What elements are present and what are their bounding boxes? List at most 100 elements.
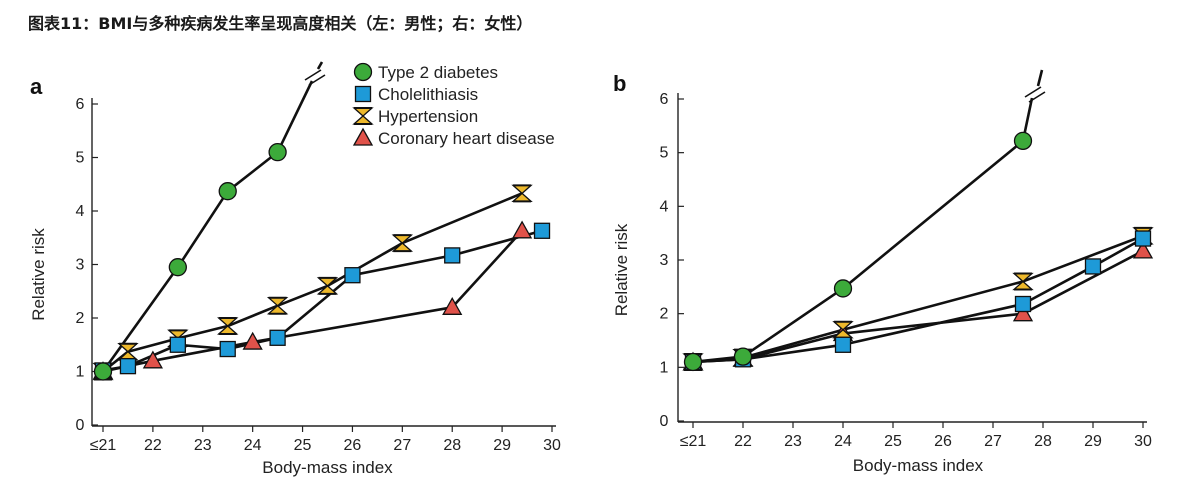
x-tick-label: 25 bbox=[884, 433, 902, 450]
axis-break-mark bbox=[1028, 91, 1046, 103]
data-point bbox=[1132, 240, 1154, 259]
diabetes-extension-top bbox=[1036, 69, 1044, 87]
legend-entry: Type 2 diabetes bbox=[378, 63, 498, 82]
x-tick-label: 24 bbox=[244, 437, 262, 454]
data-point bbox=[834, 336, 852, 353]
data-point bbox=[683, 352, 703, 372]
axis-break-mark bbox=[304, 69, 322, 81]
x-tick-label: 26 bbox=[344, 437, 362, 454]
series-markers-square bbox=[94, 222, 551, 379]
x-tick-label: 27 bbox=[393, 437, 411, 454]
diabetes-extension-top bbox=[316, 61, 324, 70]
data-point bbox=[833, 279, 853, 298]
y-tick-label: 5 bbox=[660, 145, 669, 162]
x-tick-label: 27 bbox=[984, 433, 1002, 450]
data-point bbox=[511, 220, 533, 239]
legend-marker-circle bbox=[353, 62, 373, 82]
series-line-circle bbox=[692, 139, 1024, 364]
data-point bbox=[1084, 258, 1102, 275]
x-tick-label: ≤21 bbox=[680, 433, 707, 450]
x-tick-label: 24 bbox=[834, 433, 852, 450]
diabetes-extension bbox=[276, 80, 314, 153]
series-line-hourglass bbox=[692, 234, 1144, 364]
axis-break-mark bbox=[308, 74, 326, 86]
series-markers-circle bbox=[683, 131, 1033, 372]
series-line-square bbox=[102, 229, 543, 372]
y-tick-label: 4 bbox=[76, 203, 85, 220]
x-tick-label: 28 bbox=[443, 437, 461, 454]
x-tick-label: 30 bbox=[543, 437, 561, 454]
data-point bbox=[242, 331, 263, 350]
x-tick-label: 28 bbox=[1034, 433, 1052, 450]
panel-letter: b bbox=[613, 71, 626, 96]
series-markers-triangle bbox=[92, 220, 533, 380]
data-point bbox=[442, 296, 463, 315]
data-point bbox=[269, 329, 286, 346]
x-tick-label: 25 bbox=[294, 437, 312, 454]
series-line-hourglass bbox=[102, 192, 523, 373]
panel-letter: a bbox=[30, 74, 43, 99]
legend-entry: Cholelithiasis bbox=[378, 85, 478, 104]
data-point bbox=[1014, 295, 1032, 313]
data-point bbox=[142, 350, 164, 369]
axis-break-mark bbox=[1024, 86, 1042, 98]
series-markers-circle bbox=[93, 142, 287, 381]
data-point bbox=[219, 340, 236, 358]
data-point bbox=[217, 317, 239, 335]
data-point bbox=[268, 142, 287, 162]
y-tick-label: 0 bbox=[660, 413, 669, 430]
data-point bbox=[1012, 272, 1034, 291]
data-point bbox=[533, 222, 551, 239]
x-axis-label: Body-mass index bbox=[262, 458, 393, 477]
x-tick-label: 30 bbox=[1134, 433, 1152, 450]
y-tick-label: 2 bbox=[76, 310, 85, 327]
data-point bbox=[168, 258, 187, 277]
y-tick-label: 3 bbox=[660, 252, 669, 269]
data-point bbox=[119, 357, 137, 375]
y-tick-label: 5 bbox=[76, 150, 85, 167]
legend-marker-square bbox=[354, 85, 372, 103]
x-tick-label: 23 bbox=[784, 433, 802, 450]
data-point bbox=[169, 336, 186, 353]
data-point bbox=[93, 362, 113, 381]
x-tick-label: 22 bbox=[144, 437, 162, 454]
x-tick-label: 29 bbox=[1084, 433, 1102, 450]
data-point bbox=[1013, 131, 1033, 151]
x-axis-label: Body-mass index bbox=[853, 456, 984, 475]
y-tick-label: 6 bbox=[76, 96, 85, 113]
y-tick-label: 0 bbox=[76, 417, 85, 434]
data-point bbox=[266, 297, 289, 315]
data-point bbox=[117, 343, 139, 361]
series-line-circle bbox=[101, 151, 279, 373]
y-tick-label: 4 bbox=[660, 198, 669, 215]
data-point bbox=[733, 347, 753, 366]
x-tick-label: 23 bbox=[194, 437, 212, 454]
data-point bbox=[444, 247, 461, 264]
data-point bbox=[511, 184, 533, 202]
x-tick-label: ≤21 bbox=[90, 437, 117, 454]
y-tick-label: 1 bbox=[76, 364, 85, 381]
series-markers-hourglass bbox=[92, 184, 533, 381]
legend-entry: Hypertension bbox=[378, 107, 478, 126]
y-tick-label: 6 bbox=[660, 91, 669, 108]
legend-entry: Coronary heart disease bbox=[378, 129, 555, 148]
data-point bbox=[1012, 303, 1034, 322]
y-tick-label: 2 bbox=[660, 306, 669, 323]
x-tick-label: 26 bbox=[934, 433, 952, 450]
data-point bbox=[218, 182, 237, 201]
data-point bbox=[344, 267, 361, 284]
data-point bbox=[391, 234, 414, 252]
figure-title: 图表11：BMI与多种疾病发生率呈现高度相关（左：男性；右：女性） bbox=[28, 14, 533, 33]
legend-marker-hourglass bbox=[352, 107, 374, 125]
data-point bbox=[1134, 230, 1152, 247]
y-tick-label: 3 bbox=[76, 257, 85, 274]
data-point bbox=[832, 321, 854, 339]
x-tick-label: 22 bbox=[734, 433, 752, 450]
y-tick-label: 1 bbox=[660, 359, 669, 376]
y-axis-label: Relative risk bbox=[29, 228, 48, 321]
x-tick-label: 29 bbox=[493, 437, 511, 454]
y-axis-label: Relative risk bbox=[612, 223, 631, 316]
